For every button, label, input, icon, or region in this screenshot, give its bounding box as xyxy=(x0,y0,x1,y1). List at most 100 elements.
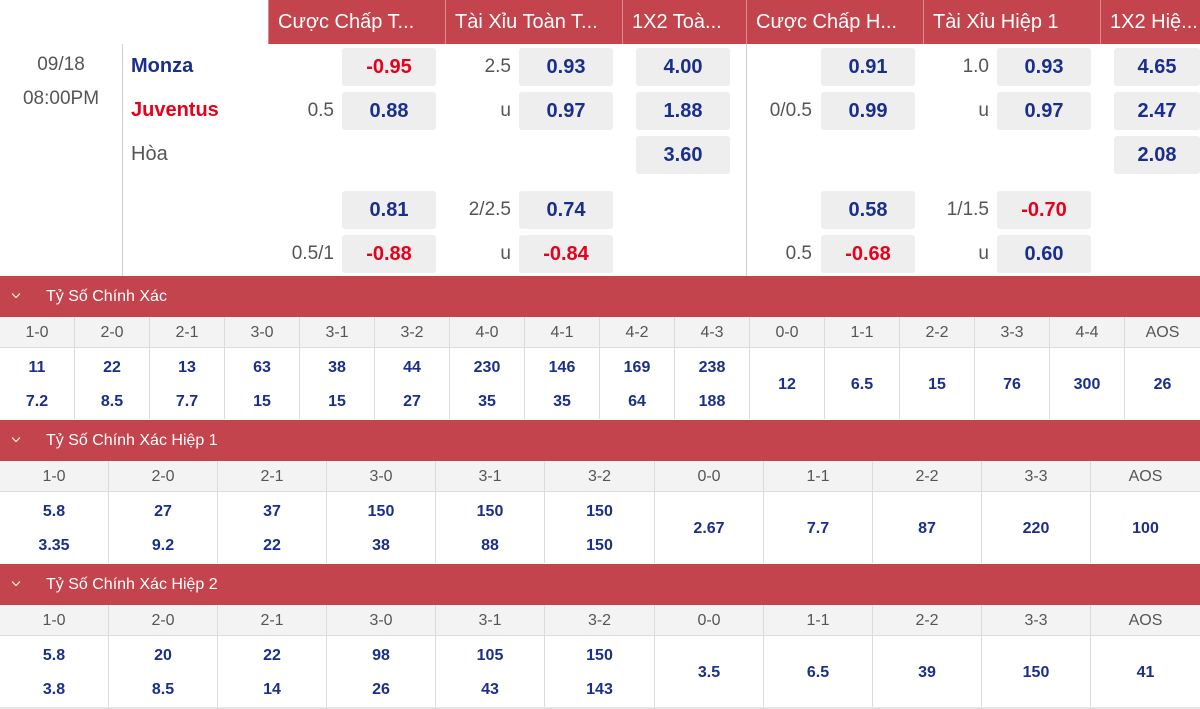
score-odds-home[interactable]: 27 xyxy=(154,503,172,520)
odds-h1-alt-over[interactable]: -0.70 xyxy=(997,191,1091,229)
score-odds-home[interactable]: 44 xyxy=(403,359,421,376)
score-odds-away[interactable]: 14 xyxy=(263,681,281,698)
score-odds-draw[interactable]: 6.5 xyxy=(806,664,830,681)
score-odds-away[interactable]: 7.7 xyxy=(175,393,199,410)
tab-ft-1x2[interactable]: 1X2 Toà... xyxy=(622,0,746,44)
odds-h1-1x2-away[interactable]: 2.47 xyxy=(1114,92,1200,130)
score-odds-home[interactable]: 150 xyxy=(586,503,613,520)
score-odds-away[interactable]: 9.2 xyxy=(151,537,175,554)
score-odds-home[interactable]: 38 xyxy=(328,359,346,376)
odds-h1-handicap-away[interactable]: 0.99 xyxy=(821,92,915,130)
score-odds-home[interactable]: 150 xyxy=(586,647,613,664)
score-odds-any-other[interactable]: 100 xyxy=(1132,520,1159,537)
score-odds-away[interactable]: 7.2 xyxy=(25,393,49,410)
section-header-correct-score[interactable]: Tỷ Số Chính Xác xyxy=(0,276,1200,317)
odds-h1-alt-under[interactable]: 0.60 xyxy=(997,235,1091,273)
odds-ft-handicap-alt-away[interactable]: -0.88 xyxy=(342,235,436,273)
score-odds-away[interactable]: 188 xyxy=(698,393,726,410)
score-odds-home[interactable]: 20 xyxy=(154,647,172,664)
score-odds-draw[interactable]: 3.5 xyxy=(697,664,721,681)
odds-ft-alt-under[interactable]: -0.84 xyxy=(519,235,613,273)
odds-ft-1x2-draw[interactable]: 3.60 xyxy=(636,136,730,174)
odds-ft-1x2-home[interactable]: 4.00 xyxy=(636,48,730,86)
score-odds-away[interactable]: 27 xyxy=(403,393,421,410)
score-odds-away[interactable]: 15 xyxy=(328,393,346,410)
score-odds-draw[interactable]: 300 xyxy=(1073,376,1101,393)
h1-handicap-alt-line: 0.5 xyxy=(785,243,812,264)
score-col: 3-3 220 xyxy=(982,461,1091,563)
score-odds-draw[interactable]: 6.5 xyxy=(850,376,874,393)
score-odds-home[interactable]: 63 xyxy=(253,359,271,376)
score-label: AOS xyxy=(1091,605,1200,636)
score-odds-draw[interactable]: 2.67 xyxy=(693,520,725,537)
score-odds-home[interactable]: 169 xyxy=(623,359,651,376)
score-odds-draw[interactable]: 150 xyxy=(1022,664,1050,681)
tab-ft-over-under[interactable]: Tài Xỉu Toàn T... xyxy=(445,0,622,44)
tab-ft-handicap[interactable]: Cược Chấp T... xyxy=(268,0,445,44)
score-odds-home[interactable]: 146 xyxy=(548,359,576,376)
score-odds-away[interactable]: 8.5 xyxy=(151,681,175,698)
score-odds-draw[interactable]: 87 xyxy=(918,520,936,537)
score-odds-away[interactable]: 22 xyxy=(263,537,281,554)
score-odds-home[interactable]: 98 xyxy=(372,647,390,664)
score-odds-home[interactable]: 230 xyxy=(473,359,501,376)
odds-ft-alt-over[interactable]: 0.74 xyxy=(519,191,613,229)
odds-ft-handicap-alt-home[interactable]: 0.81 xyxy=(342,191,436,229)
score-odds-away[interactable]: 88 xyxy=(481,537,499,554)
score-odds-home[interactable]: 37 xyxy=(263,503,281,520)
score-odds-away[interactable]: 26 xyxy=(372,681,390,698)
score-odds-home[interactable]: 22 xyxy=(103,359,121,376)
chevron-down-icon[interactable] xyxy=(10,420,24,461)
tab-h1-handicap[interactable]: Cược Chấp H... xyxy=(746,0,923,44)
odds-h1-handicap-alt-away[interactable]: -0.68 xyxy=(821,235,915,273)
odds-ft-under[interactable]: 0.97 xyxy=(519,92,613,130)
chevron-down-icon[interactable] xyxy=(10,276,24,317)
chevron-down-icon[interactable] xyxy=(10,564,24,605)
score-odds-away[interactable]: 35 xyxy=(553,393,571,410)
tab-h1-1x2[interactable]: 1X2 Hiệ... xyxy=(1100,0,1200,44)
score-odds-draw[interactable]: 7.7 xyxy=(806,520,830,537)
score-odds-home[interactable]: 11 xyxy=(28,359,46,376)
score-odds-draw[interactable]: 76 xyxy=(1003,376,1021,393)
score-odds-away[interactable]: 38 xyxy=(372,537,390,554)
score-odds-away[interactable]: 43 xyxy=(481,681,499,698)
tab-h1-over-under[interactable]: Tài Xỉu Hiệp 1 xyxy=(923,0,1100,44)
odds-h1-handicap-home[interactable]: 0.91 xyxy=(821,48,915,86)
score-odds-draw[interactable]: 15 xyxy=(928,376,946,393)
odds-ft-handicap-home[interactable]: -0.95 xyxy=(342,48,436,86)
score-odds-home[interactable]: 22 xyxy=(263,647,281,664)
score-odds-away[interactable]: 3.35 xyxy=(38,537,70,554)
score-odds-home[interactable]: 238 xyxy=(698,359,726,376)
score-odds-away[interactable]: 3.8 xyxy=(42,681,66,698)
odds-h1-1x2-home[interactable]: 4.65 xyxy=(1114,48,1200,86)
section-header-correct-score-h2[interactable]: Tỷ Số Chính Xác Hiệp 2 xyxy=(0,564,1200,605)
score-odds-away[interactable]: 8.5 xyxy=(100,393,124,410)
odds-h1-over[interactable]: 0.93 xyxy=(997,48,1091,86)
odds-h1-1x2-draw[interactable]: 2.08 xyxy=(1114,136,1200,174)
ft-alt-under-label: u xyxy=(500,243,511,264)
score-odds-away[interactable]: 150 xyxy=(586,537,613,554)
score-label: AOS xyxy=(1091,461,1200,492)
score-odds-home[interactable]: 5.8 xyxy=(42,647,66,664)
odds-ft-handicap-away[interactable]: 0.88 xyxy=(342,92,436,130)
section-header-correct-score-h1[interactable]: Tỷ Số Chính Xác Hiệp 1 xyxy=(0,420,1200,461)
score-odds-home[interactable]: 105 xyxy=(476,647,504,664)
score-odds-draw[interactable]: 39 xyxy=(918,664,936,681)
score-odds-draw[interactable]: 220 xyxy=(1022,520,1050,537)
score-odds-away[interactable]: 143 xyxy=(586,681,613,698)
score-odds-draw[interactable]: 12 xyxy=(778,376,796,393)
score-odds-home[interactable]: 13 xyxy=(178,359,196,376)
odds-h1-handicap-alt-home[interactable]: 0.58 xyxy=(821,191,915,229)
score-odds-away[interactable]: 15 xyxy=(253,393,271,410)
odds-ft-1x2-away[interactable]: 1.88 xyxy=(636,92,730,130)
score-odds-away[interactable]: 35 xyxy=(478,393,496,410)
score-label: 4-4 xyxy=(1050,317,1124,348)
score-odds-home[interactable]: 150 xyxy=(367,503,395,520)
odds-h1-under[interactable]: 0.97 xyxy=(997,92,1091,130)
score-odds-home[interactable]: 5.8 xyxy=(42,503,66,520)
score-odds-any-other[interactable]: 26 xyxy=(1153,376,1172,393)
score-odds-any-other[interactable]: 41 xyxy=(1136,664,1155,681)
score-odds-away[interactable]: 64 xyxy=(628,393,646,410)
score-odds-home[interactable]: 150 xyxy=(476,503,504,520)
odds-ft-over[interactable]: 0.93 xyxy=(519,48,613,86)
